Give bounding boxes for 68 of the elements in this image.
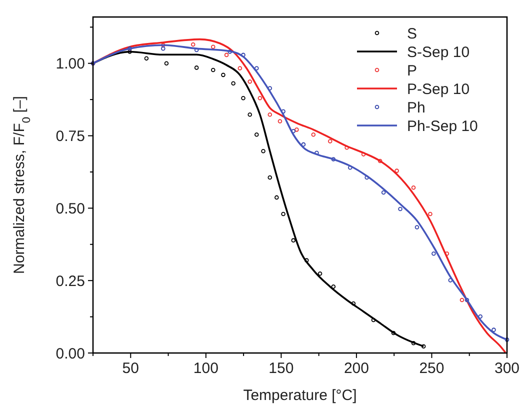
x-tick-label: 150 bbox=[268, 360, 294, 377]
point bbox=[301, 142, 306, 147]
legend-label: P-Sep 10 bbox=[407, 80, 470, 98]
x-tick-label: 100 bbox=[193, 360, 218, 377]
point bbox=[318, 271, 322, 276]
legend-label: Ph bbox=[407, 99, 426, 116]
point bbox=[391, 330, 396, 336]
x-axis-title: Temperature [°C] bbox=[243, 387, 357, 404]
point bbox=[164, 61, 169, 66]
point bbox=[281, 212, 286, 216]
point bbox=[432, 252, 436, 256]
x-tick-label: 200 bbox=[344, 360, 369, 377]
point bbox=[274, 195, 279, 200]
legend-label: S bbox=[407, 25, 418, 42]
x-tick-label: 300 bbox=[494, 360, 520, 377]
point bbox=[291, 238, 296, 242]
point bbox=[210, 44, 216, 49]
point bbox=[241, 96, 246, 100]
point bbox=[248, 79, 252, 84]
point bbox=[261, 148, 266, 154]
point bbox=[331, 284, 336, 289]
point bbox=[228, 50, 232, 54]
point bbox=[504, 338, 510, 342]
x-tick-label: 250 bbox=[419, 360, 444, 377]
point bbox=[254, 132, 259, 137]
y-tick-label: 0.75 bbox=[56, 128, 85, 146]
point bbox=[311, 132, 316, 137]
point bbox=[428, 212, 432, 216]
y-tick-label: 1.00 bbox=[56, 56, 85, 73]
point bbox=[414, 225, 420, 230]
point bbox=[398, 206, 402, 212]
point bbox=[351, 301, 356, 306]
point bbox=[248, 112, 252, 117]
point bbox=[144, 56, 149, 61]
y-tick-label: 0.50 bbox=[56, 200, 85, 218]
point bbox=[194, 66, 199, 70]
point bbox=[304, 258, 309, 262]
legend-label: Ph-Sep 10 bbox=[407, 118, 478, 135]
point bbox=[161, 46, 166, 51]
point bbox=[268, 175, 272, 180]
point bbox=[328, 139, 332, 144]
point bbox=[231, 81, 236, 86]
point bbox=[460, 298, 464, 302]
x-tick-label: 50 bbox=[122, 360, 139, 377]
legend-label: S-Sep 10 bbox=[407, 44, 470, 61]
point bbox=[210, 68, 216, 72]
point bbox=[294, 128, 299, 132]
point bbox=[464, 298, 470, 302]
point bbox=[378, 158, 382, 164]
point bbox=[411, 341, 416, 346]
point bbox=[190, 42, 196, 47]
text: 0.00 bbox=[56, 345, 85, 362]
point bbox=[254, 66, 259, 70]
point bbox=[492, 328, 496, 332]
point bbox=[411, 185, 416, 190]
point bbox=[238, 66, 242, 70]
point bbox=[371, 318, 376, 322]
point bbox=[331, 157, 336, 162]
point bbox=[394, 168, 399, 173]
y-tick-label: 0.25 bbox=[56, 272, 85, 290]
point bbox=[478, 314, 482, 319]
point bbox=[268, 112, 272, 117]
point bbox=[224, 52, 229, 58]
legend-label: P bbox=[407, 62, 418, 80]
point bbox=[258, 96, 262, 100]
point bbox=[221, 72, 226, 78]
point bbox=[381, 190, 386, 195]
point bbox=[278, 119, 282, 124]
